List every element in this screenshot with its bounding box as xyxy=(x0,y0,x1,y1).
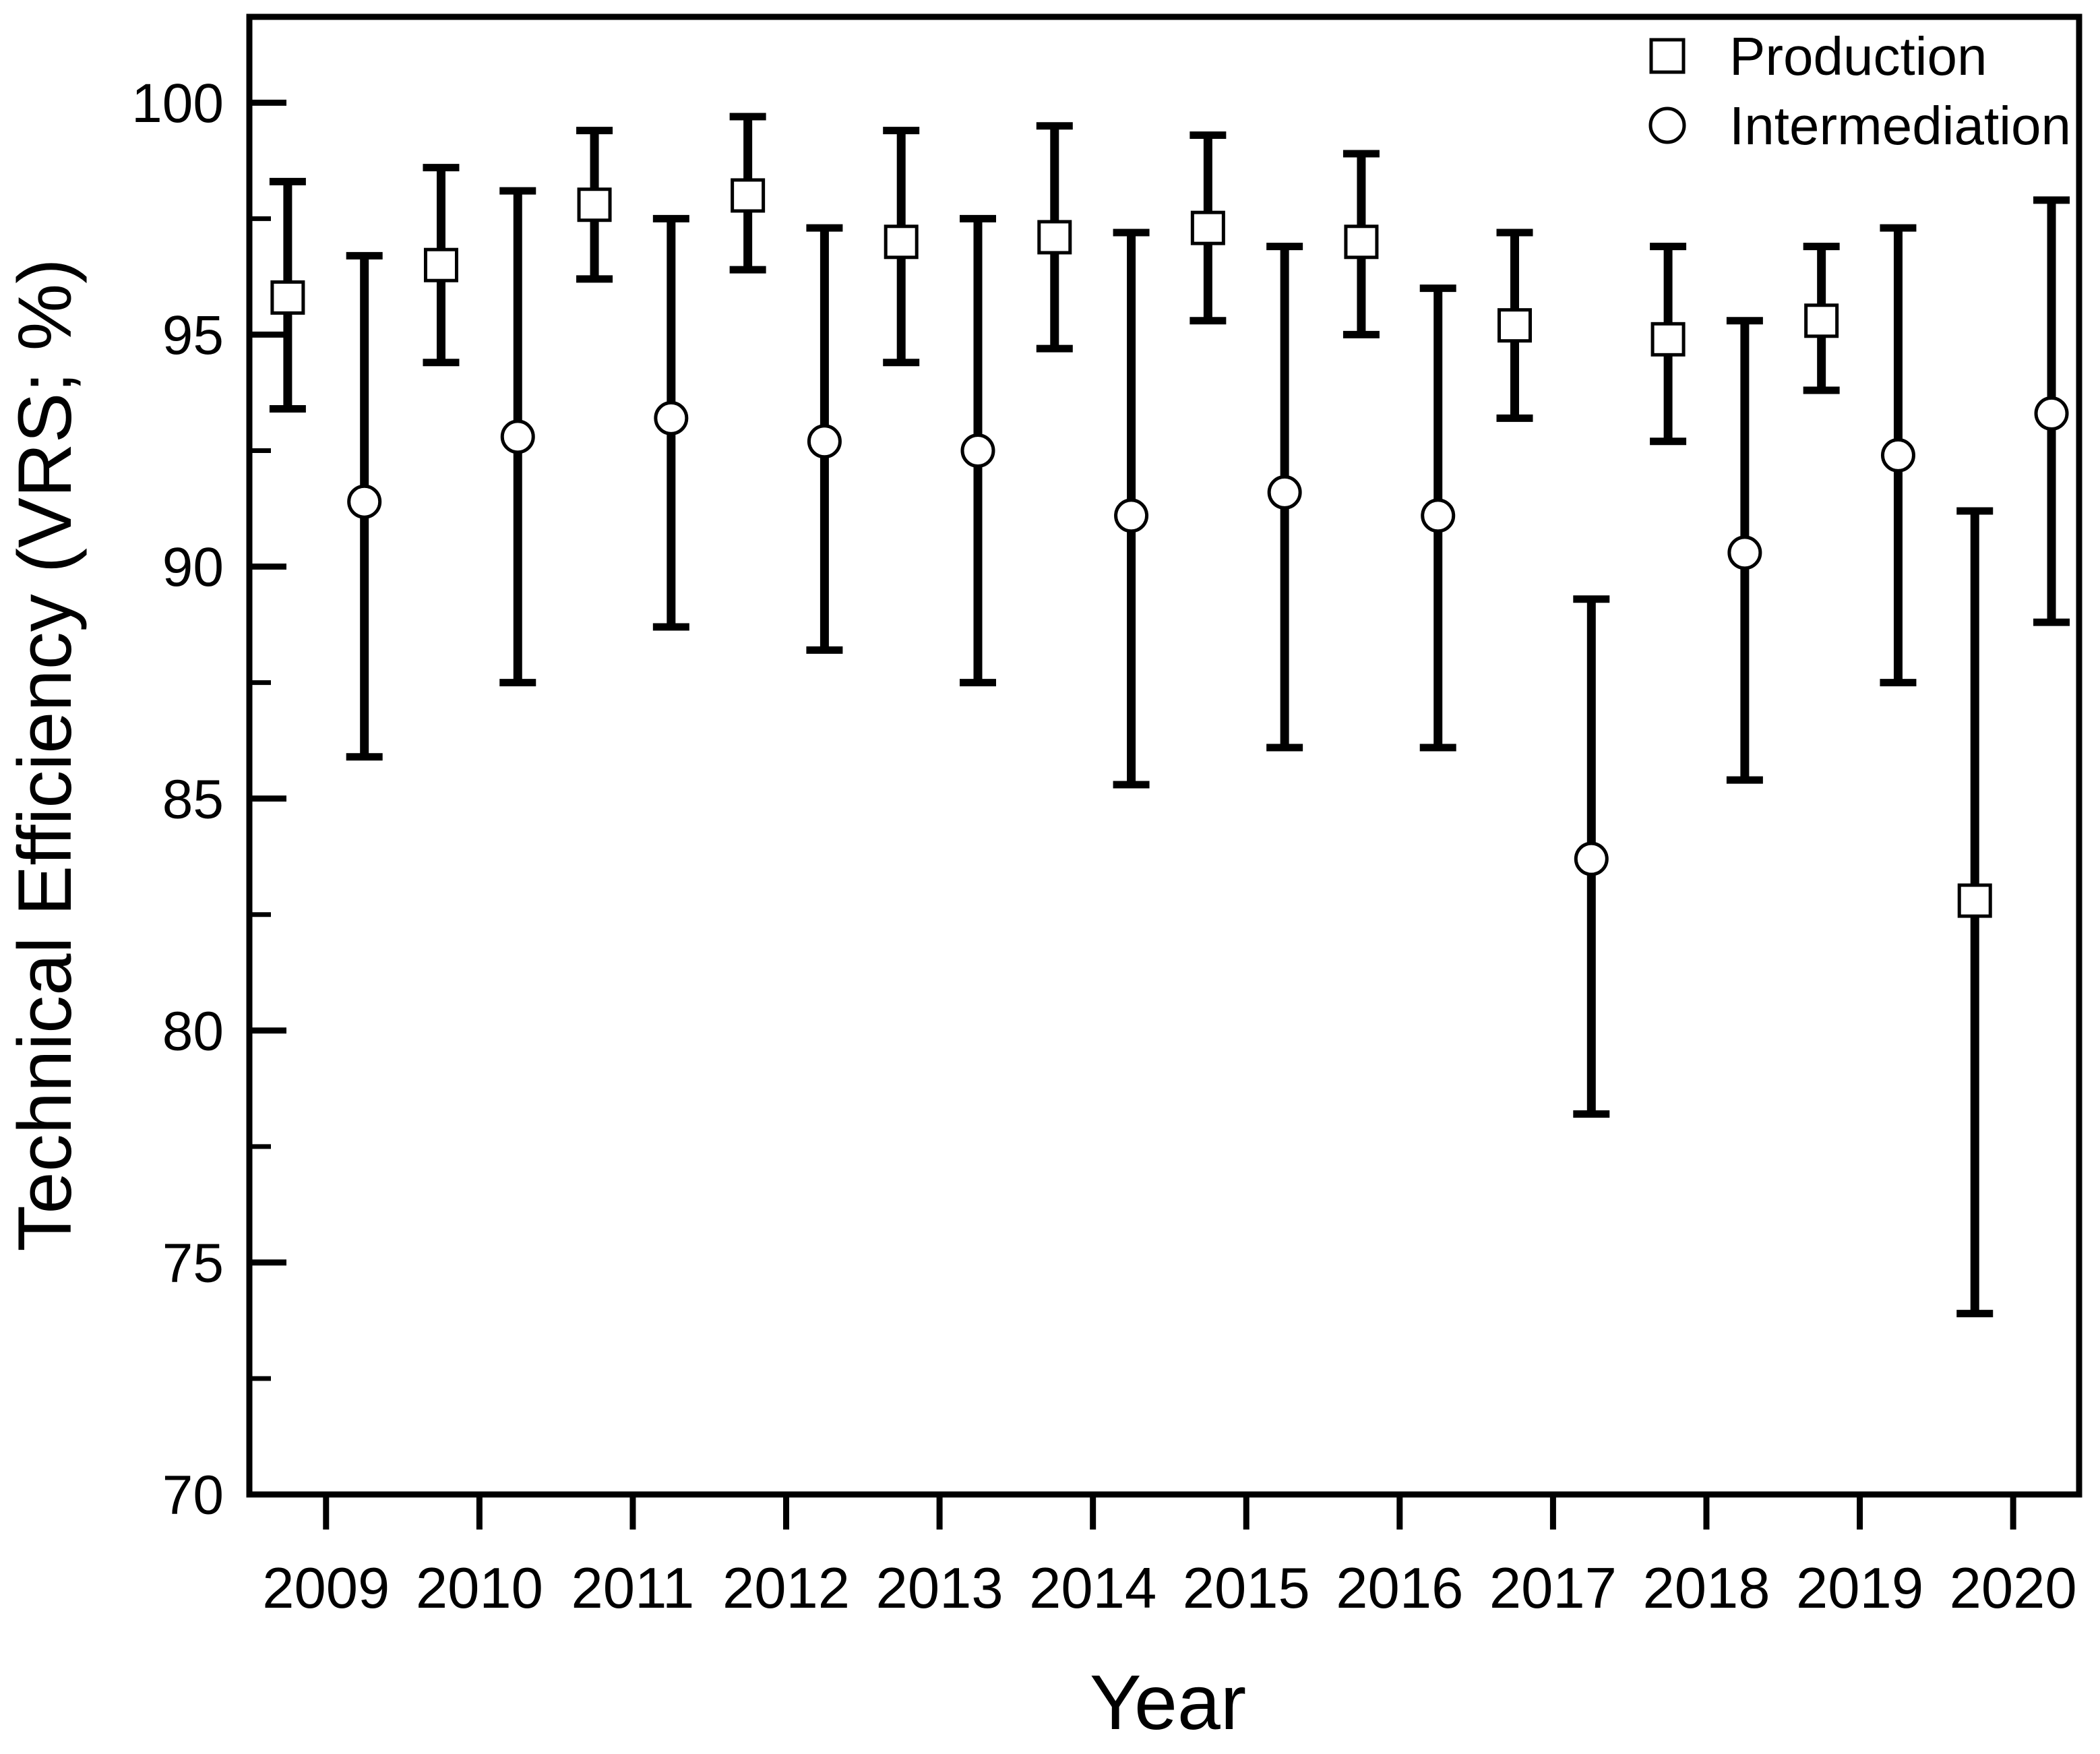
production-marker xyxy=(1344,224,1379,260)
intermediation-marker xyxy=(807,424,842,459)
legend-label-production: Production xyxy=(1729,26,1987,86)
plot-area: 70 75 80 85 90 95 100 2009 2010 2011 2012 2013 2014 2… xyxy=(131,73,2077,1621)
production-marker xyxy=(1497,308,1533,343)
production-marker xyxy=(1190,210,1225,245)
x-tick-label: 2011 xyxy=(572,1556,695,1621)
plot-frame xyxy=(246,13,2082,1498)
legend-item-production: Production xyxy=(1649,26,1987,86)
legend-label-intermediation: Intermediation xyxy=(1729,96,2071,156)
intermediation-marker xyxy=(2034,396,2069,431)
x-tick-label: 2020 xyxy=(1950,1556,2077,1621)
x-axis-title: Year xyxy=(1090,1660,1246,1746)
y-tick-label: 80 xyxy=(162,1000,224,1062)
y-tick-label: 75 xyxy=(162,1233,224,1294)
production-marker xyxy=(1804,303,1839,338)
intermediation-marker xyxy=(500,419,535,454)
production-marker xyxy=(270,280,305,315)
intermediation-marker xyxy=(1574,841,1609,876)
production-marker xyxy=(1037,220,1072,255)
x-tick-label: 2013 xyxy=(876,1556,1003,1621)
y-tick-label: 95 xyxy=(162,305,224,366)
legend-item-intermediation: Intermediation xyxy=(1648,96,2071,156)
x-tick-label: 2012 xyxy=(722,1556,850,1621)
intermediation-marker xyxy=(1267,475,1302,510)
x-tick-label: 2015 xyxy=(1183,1556,1310,1621)
intermediation-marker xyxy=(347,484,382,519)
x-tick-label: 2014 xyxy=(1029,1556,1156,1621)
x-tick-label: 2010 xyxy=(416,1556,543,1621)
x-tick-label: 2018 xyxy=(1642,1556,1770,1621)
x-tick-label: 2019 xyxy=(1796,1556,1923,1621)
production-marker xyxy=(884,224,919,260)
intermediation-circle-icon xyxy=(1648,107,1686,144)
intermediation-marker xyxy=(1727,535,1762,570)
intermediation-marker xyxy=(1114,498,1149,533)
y-tick-label: 70 xyxy=(162,1465,224,1526)
production-marker xyxy=(1957,883,1992,918)
y-tick-label: 85 xyxy=(162,768,224,830)
y-axis-title: Technical Efficiency (VRS; %) xyxy=(3,258,87,1251)
y-tick-label: 100 xyxy=(131,73,224,134)
legend: Production Intermediation xyxy=(1648,26,2071,156)
intermediation-marker xyxy=(654,400,689,435)
x-tick-label: 2009 xyxy=(262,1556,390,1621)
production-marker xyxy=(423,247,458,282)
production-marker xyxy=(1650,322,1686,357)
x-tick-label: 2017 xyxy=(1489,1556,1617,1621)
production-marker xyxy=(731,178,766,213)
x-tick-label: 2016 xyxy=(1336,1556,1463,1621)
production-square-icon xyxy=(1649,38,1686,74)
production-marker xyxy=(577,187,612,222)
y-tick-label: 90 xyxy=(162,537,224,598)
intermediation-marker xyxy=(1421,498,1456,533)
intermediation-marker xyxy=(960,433,995,468)
intermediation-marker xyxy=(1880,437,1915,473)
